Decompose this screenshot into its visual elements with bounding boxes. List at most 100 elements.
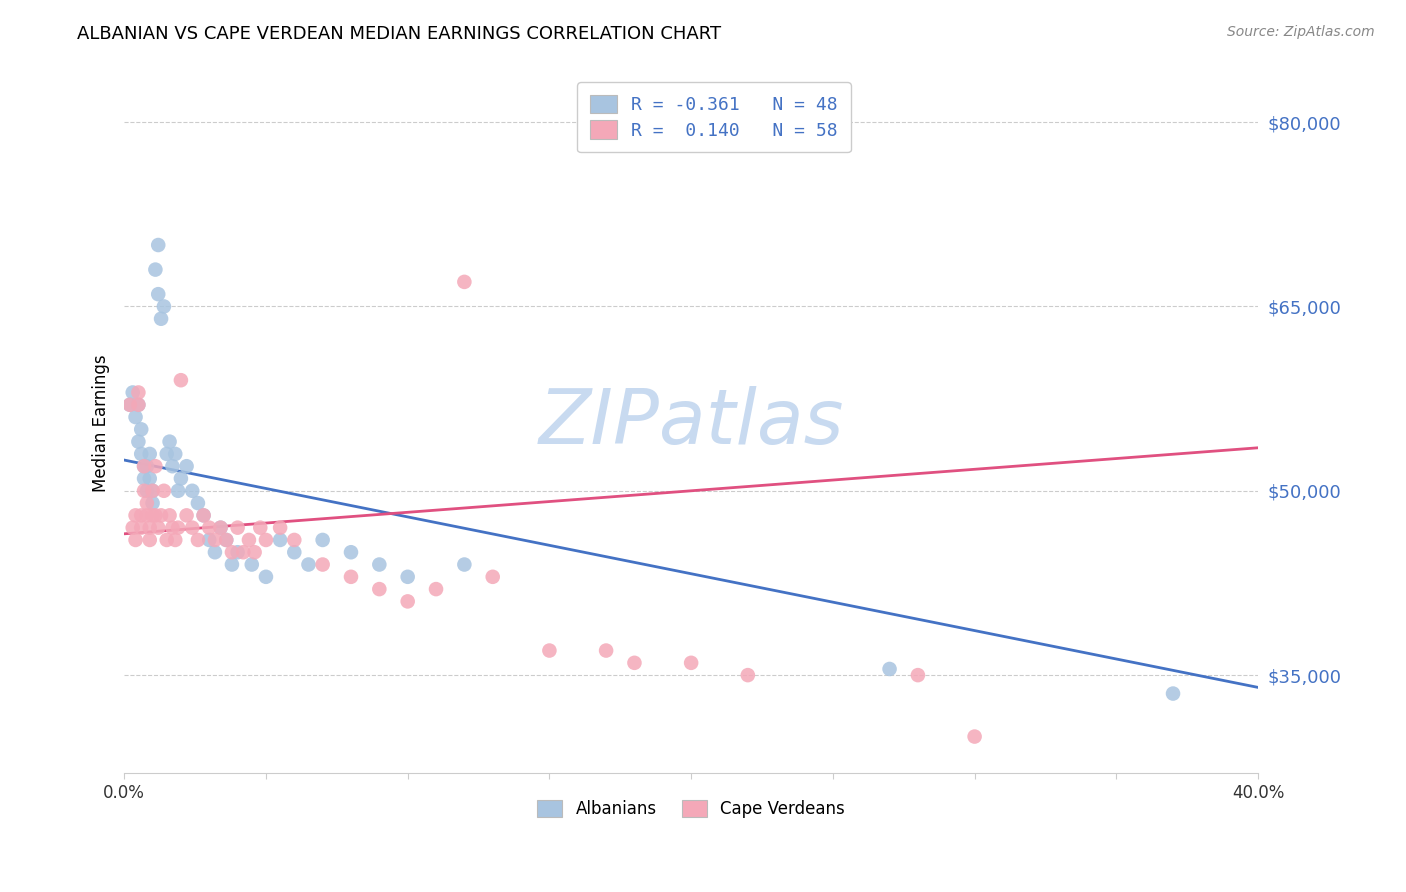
Point xyxy=(162,521,184,535)
Point xyxy=(138,533,160,547)
Point xyxy=(963,730,986,744)
Point xyxy=(283,533,305,547)
Point xyxy=(127,434,149,449)
Point xyxy=(193,508,215,523)
Point xyxy=(121,521,143,535)
Point xyxy=(142,483,165,498)
Point xyxy=(269,521,291,535)
Point xyxy=(181,483,204,498)
Point xyxy=(176,508,198,523)
Point xyxy=(340,570,363,584)
Point xyxy=(221,545,243,559)
Point xyxy=(232,545,254,559)
Point xyxy=(132,483,155,498)
Point xyxy=(129,447,152,461)
Point xyxy=(623,656,645,670)
Point xyxy=(879,662,901,676)
Point xyxy=(127,385,149,400)
Point xyxy=(254,570,277,584)
Point xyxy=(187,496,209,510)
Point xyxy=(167,521,190,535)
Point xyxy=(124,508,146,523)
Point xyxy=(368,558,391,572)
Point xyxy=(132,459,155,474)
Point xyxy=(118,398,141,412)
Point xyxy=(209,521,232,535)
Point xyxy=(167,483,190,498)
Point xyxy=(129,508,152,523)
Point xyxy=(156,533,179,547)
Point xyxy=(142,508,165,523)
Point xyxy=(226,521,249,535)
Point xyxy=(238,533,260,547)
Point xyxy=(481,570,503,584)
Point xyxy=(595,643,617,657)
Point xyxy=(148,287,170,301)
Point xyxy=(153,483,176,498)
Point xyxy=(127,398,149,412)
Point xyxy=(204,533,226,547)
Point xyxy=(135,459,157,474)
Text: ALBANIAN VS CAPE VERDEAN MEDIAN EARNINGS CORRELATION CHART: ALBANIAN VS CAPE VERDEAN MEDIAN EARNINGS… xyxy=(77,25,721,43)
Point xyxy=(538,643,561,657)
Point xyxy=(453,275,475,289)
Point xyxy=(145,262,167,277)
Point xyxy=(204,545,226,559)
Point xyxy=(162,459,184,474)
Point xyxy=(243,545,266,559)
Point xyxy=(269,533,291,547)
Point xyxy=(187,533,209,547)
Point xyxy=(226,545,249,559)
Point xyxy=(132,471,155,485)
Point xyxy=(283,545,305,559)
Point xyxy=(297,558,319,572)
Point xyxy=(396,570,419,584)
Point xyxy=(165,533,187,547)
Point xyxy=(215,533,238,547)
Point xyxy=(148,521,170,535)
Point xyxy=(150,508,173,523)
Point xyxy=(193,508,215,523)
Point xyxy=(142,483,165,498)
Point xyxy=(156,447,179,461)
Point xyxy=(215,533,238,547)
Point xyxy=(340,545,363,559)
Point xyxy=(181,521,204,535)
Legend: Albanians, Cape Verdeans: Albanians, Cape Verdeans xyxy=(530,793,852,824)
Point xyxy=(249,521,271,535)
Point xyxy=(737,668,759,682)
Point xyxy=(221,558,243,572)
Point xyxy=(198,533,221,547)
Point xyxy=(124,410,146,425)
Point xyxy=(127,398,149,412)
Point xyxy=(170,373,193,387)
Point xyxy=(138,471,160,485)
Point xyxy=(1161,687,1184,701)
Point xyxy=(129,422,152,436)
Point xyxy=(198,521,221,535)
Point xyxy=(135,483,157,498)
Point xyxy=(135,508,157,523)
Point xyxy=(681,656,703,670)
Text: Source: ZipAtlas.com: Source: ZipAtlas.com xyxy=(1227,25,1375,39)
Point xyxy=(121,385,143,400)
Point xyxy=(145,459,167,474)
Point xyxy=(240,558,263,572)
Text: ZIPatlas: ZIPatlas xyxy=(538,386,844,460)
Point xyxy=(159,508,181,523)
Point xyxy=(453,558,475,572)
Y-axis label: Median Earnings: Median Earnings xyxy=(93,354,110,492)
Point xyxy=(129,521,152,535)
Point xyxy=(170,471,193,485)
Point xyxy=(145,508,167,523)
Point xyxy=(209,521,232,535)
Point xyxy=(311,558,333,572)
Point xyxy=(124,533,146,547)
Point xyxy=(176,459,198,474)
Point xyxy=(311,533,333,547)
Point xyxy=(142,496,165,510)
Point xyxy=(138,447,160,461)
Point xyxy=(425,582,447,596)
Point xyxy=(907,668,929,682)
Point xyxy=(132,459,155,474)
